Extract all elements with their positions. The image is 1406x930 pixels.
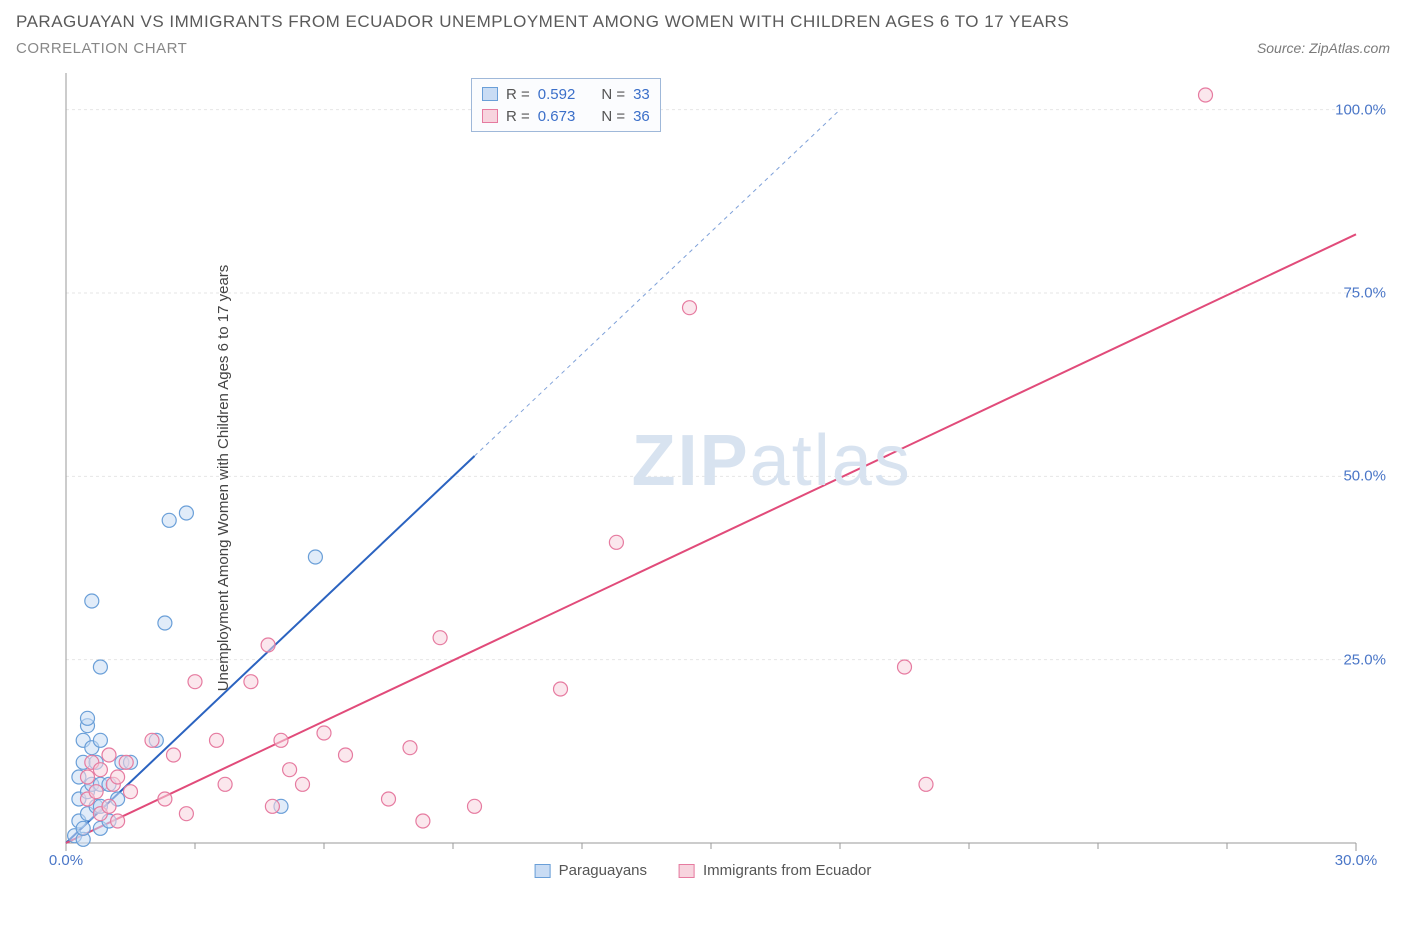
stats-legend: R = 0.592 N = 33 R = 0.673 N = 36 [471,78,661,132]
stats-legend-row: R = 0.673 N = 36 [482,105,650,127]
stat-r-value: 0.673 [538,108,576,125]
y-axis-label: Unemployment Among Women with Children A… [215,265,232,692]
chart-title: PARAGUAYAN VS IMMIGRANTS FROM ECUADOR UN… [16,12,1390,32]
source-label: Source: ZipAtlas.com [1257,40,1390,56]
stats-legend-row: R = 0.592 N = 33 [482,83,650,105]
y-tick-label: 75.0% [1343,285,1386,302]
legend-swatch [679,864,695,878]
x-tick-label: 30.0% [1335,852,1378,869]
stat-n-label: N = [601,108,625,125]
subtitle-row: CORRELATION CHART Source: ZipAtlas.com [16,40,1390,57]
y-tick-label: 25.0% [1343,651,1386,668]
legend-swatch [482,87,498,101]
series-legend: Paraguayans Immigrants from Ecuador [535,862,872,879]
legend-swatch [535,864,551,878]
series-legend-item: Immigrants from Ecuador [679,862,871,879]
stat-n-value: 36 [633,108,650,125]
stat-r-label: R = [506,108,530,125]
chart-subtitle: CORRELATION CHART [16,40,187,57]
stat-n-value: 33 [633,86,650,103]
chart-container: Unemployment Among Women with Children A… [16,63,1390,893]
y-tick-label: 50.0% [1343,468,1386,485]
stat-r-label: R = [506,86,530,103]
legend-swatch [482,109,498,123]
series-name: Paraguayans [559,862,647,879]
stat-r-value: 0.592 [538,86,576,103]
stat-n-label: N = [601,86,625,103]
series-legend-item: Paraguayans [535,862,647,879]
series-name: Immigrants from Ecuador [703,862,871,879]
y-tick-label: 100.0% [1335,101,1386,118]
x-tick-label: 0.0% [49,852,83,869]
